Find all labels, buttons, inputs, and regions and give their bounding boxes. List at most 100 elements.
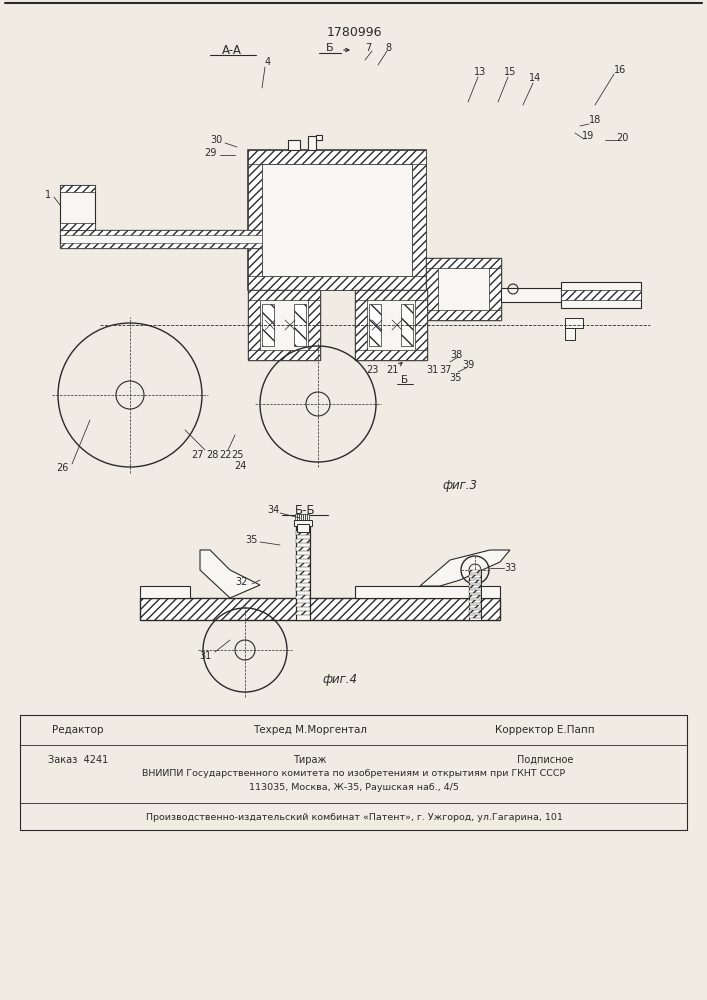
- Bar: [316, 135, 322, 140]
- Bar: [307, 514, 309, 522]
- Text: 18: 18: [589, 115, 601, 125]
- Bar: [296, 571, 310, 575]
- Bar: [248, 150, 426, 164]
- Bar: [297, 524, 309, 532]
- Bar: [426, 258, 501, 268]
- Bar: [248, 150, 426, 290]
- Bar: [469, 585, 481, 588]
- Bar: [262, 164, 412, 276]
- Bar: [469, 570, 481, 573]
- Bar: [248, 150, 262, 290]
- Text: 25: 25: [232, 450, 244, 460]
- Bar: [426, 258, 501, 320]
- Bar: [140, 598, 500, 620]
- Bar: [248, 290, 260, 360]
- Bar: [355, 350, 427, 360]
- Bar: [295, 514, 297, 522]
- Bar: [296, 539, 310, 543]
- Bar: [140, 586, 190, 598]
- Bar: [308, 290, 320, 360]
- Text: Производственно-издательский комбинат «Патент», г. Ужгород, ул.Гагарина, 101: Производственно-издательский комбинат «П…: [146, 812, 563, 822]
- Bar: [469, 600, 481, 603]
- Text: 22: 22: [218, 450, 231, 460]
- Text: Б: Б: [402, 375, 409, 385]
- Bar: [469, 615, 481, 618]
- Bar: [369, 304, 381, 346]
- Bar: [489, 258, 501, 320]
- Text: 113035, Москва, Ж-35, Раушская наб., 4/5: 113035, Москва, Ж-35, Раушская наб., 4/5: [249, 782, 459, 792]
- Text: Б: Б: [326, 43, 334, 53]
- Bar: [60, 243, 310, 248]
- Bar: [248, 276, 426, 290]
- Bar: [469, 590, 481, 593]
- Text: 32: 32: [236, 577, 248, 587]
- Bar: [565, 328, 575, 340]
- Bar: [565, 318, 583, 328]
- Text: Техред М.Моргентал: Техред М.Моргентал: [253, 725, 367, 735]
- Text: фиг.3: фиг.3: [443, 479, 477, 491]
- Text: 28: 28: [206, 450, 218, 460]
- Bar: [294, 520, 312, 526]
- Bar: [297, 514, 299, 522]
- Bar: [561, 290, 641, 300]
- Text: Б-Б: Б-Б: [295, 504, 315, 516]
- Bar: [299, 514, 301, 522]
- Text: 37: 37: [439, 365, 451, 375]
- Text: 29: 29: [204, 148, 216, 158]
- Text: 26: 26: [56, 463, 68, 473]
- Bar: [401, 304, 413, 346]
- Bar: [60, 185, 95, 192]
- Bar: [469, 595, 481, 598]
- Bar: [296, 523, 310, 527]
- Text: 19: 19: [582, 131, 594, 141]
- Polygon shape: [420, 550, 510, 586]
- Bar: [296, 547, 310, 551]
- Text: Корректор Е.Папп: Корректор Е.Папп: [495, 725, 595, 735]
- Bar: [305, 514, 307, 522]
- Bar: [248, 290, 320, 300]
- Bar: [355, 290, 427, 360]
- Text: 35: 35: [449, 373, 461, 383]
- Bar: [296, 611, 310, 615]
- Bar: [248, 350, 320, 360]
- Text: 35: 35: [246, 535, 258, 545]
- Bar: [426, 258, 438, 320]
- Text: Подписное: Подписное: [517, 755, 573, 765]
- Bar: [426, 310, 501, 320]
- Bar: [296, 555, 310, 559]
- Bar: [262, 304, 274, 346]
- Bar: [301, 514, 303, 522]
- Bar: [303, 514, 305, 522]
- Bar: [308, 136, 316, 150]
- Bar: [355, 290, 427, 300]
- Text: Заказ  4241: Заказ 4241: [48, 755, 108, 765]
- Text: 4: 4: [265, 57, 271, 67]
- Bar: [296, 603, 310, 607]
- Bar: [355, 290, 367, 360]
- Bar: [412, 150, 426, 290]
- Text: 13: 13: [474, 67, 486, 77]
- Text: A-A: A-A: [222, 43, 242, 56]
- Bar: [296, 579, 310, 583]
- Text: 15: 15: [504, 67, 516, 77]
- Bar: [296, 563, 310, 567]
- Text: фиг.4: фиг.4: [322, 674, 358, 686]
- Text: 21: 21: [386, 365, 398, 375]
- Bar: [296, 595, 310, 599]
- Text: 38: 38: [450, 350, 462, 360]
- Bar: [469, 570, 481, 620]
- Bar: [469, 580, 481, 583]
- Bar: [355, 586, 500, 598]
- Bar: [248, 290, 320, 360]
- Bar: [60, 223, 95, 230]
- Text: Редактор: Редактор: [52, 725, 104, 735]
- Bar: [296, 587, 310, 591]
- Text: 31: 31: [199, 651, 211, 661]
- Text: 14: 14: [529, 73, 541, 83]
- Text: 24: 24: [234, 461, 246, 471]
- Text: 7: 7: [365, 43, 371, 53]
- Bar: [469, 605, 481, 608]
- Bar: [501, 288, 561, 302]
- Text: 33: 33: [504, 563, 516, 573]
- Text: 30: 30: [210, 135, 222, 145]
